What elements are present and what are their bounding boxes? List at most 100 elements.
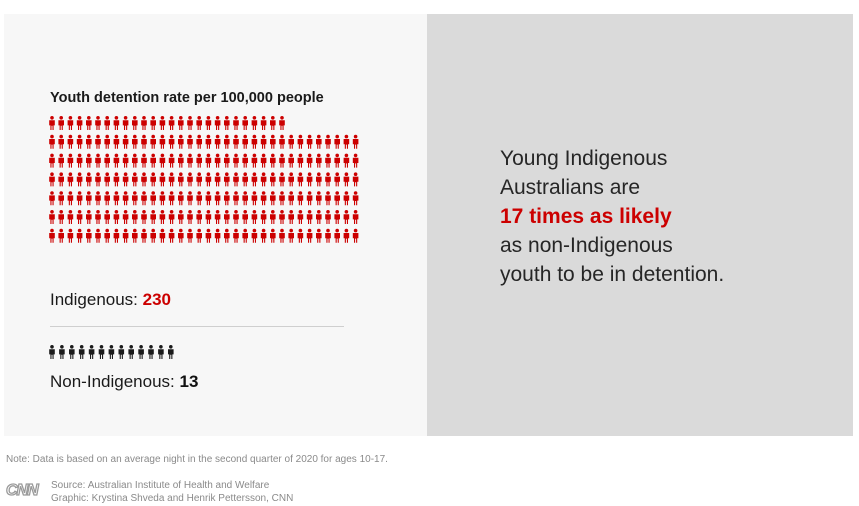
person-icon bbox=[187, 210, 193, 224]
person-icon bbox=[270, 172, 276, 187]
person-icon bbox=[76, 210, 83, 224]
person-icon bbox=[224, 153, 230, 168]
person-icon bbox=[242, 116, 248, 130]
person-icon bbox=[132, 134, 138, 149]
person-icon bbox=[178, 134, 184, 149]
source-text: Source: Australian Institute of Health a… bbox=[51, 480, 270, 491]
person-icon bbox=[260, 134, 267, 149]
person-icon bbox=[242, 191, 248, 206]
person-icon bbox=[187, 191, 193, 206]
person-icon bbox=[67, 191, 74, 206]
person-icon bbox=[67, 228, 74, 243]
person-icon bbox=[214, 153, 221, 168]
person-icon bbox=[306, 191, 313, 206]
person-icon bbox=[58, 172, 64, 187]
person-icon bbox=[59, 345, 65, 359]
person-icon bbox=[343, 191, 350, 206]
person-icon bbox=[168, 116, 175, 130]
indigenous-label-name: Indigenous: bbox=[50, 290, 143, 309]
person-icon bbox=[88, 345, 95, 359]
person-icon bbox=[260, 153, 267, 168]
person-icon bbox=[325, 191, 331, 206]
non-indigenous-label-name: Non-Indigenous: bbox=[50, 372, 180, 391]
person-icon bbox=[122, 153, 129, 168]
person-icon bbox=[95, 172, 101, 187]
person-icon bbox=[297, 134, 304, 149]
person-icon bbox=[242, 172, 248, 187]
person-icon bbox=[334, 210, 340, 224]
person-icon bbox=[352, 210, 359, 224]
person-icon bbox=[122, 191, 129, 206]
person-icon bbox=[122, 116, 129, 130]
person-icon bbox=[178, 210, 184, 224]
person-icon bbox=[98, 345, 105, 359]
person-icon bbox=[306, 228, 313, 243]
headline-panel bbox=[427, 14, 853, 436]
person-icon bbox=[297, 172, 304, 187]
person-icon bbox=[49, 172, 55, 187]
person-icon bbox=[242, 228, 248, 243]
person-icon bbox=[86, 153, 92, 168]
person-icon bbox=[214, 228, 221, 243]
person-icon bbox=[113, 153, 120, 168]
person-icon bbox=[233, 228, 239, 243]
person-icon bbox=[334, 153, 340, 168]
person-icon bbox=[270, 116, 276, 130]
person-icon bbox=[159, 134, 166, 149]
person-icon bbox=[288, 210, 294, 224]
person-icon bbox=[113, 116, 120, 130]
person-icon bbox=[316, 134, 322, 149]
person-icon bbox=[86, 134, 92, 149]
person-icon bbox=[58, 153, 64, 168]
person-icon bbox=[251, 191, 258, 206]
person-icon bbox=[150, 153, 156, 168]
person-icon bbox=[205, 228, 212, 243]
person-icon bbox=[58, 210, 64, 224]
person-icon bbox=[141, 228, 147, 243]
person-icon bbox=[242, 153, 248, 168]
person-icon bbox=[279, 153, 285, 168]
person-icon bbox=[334, 134, 340, 149]
person-icon bbox=[132, 210, 138, 224]
person-icon bbox=[104, 172, 110, 187]
person-icon bbox=[242, 210, 248, 224]
person-icon bbox=[288, 191, 294, 206]
person-icon bbox=[76, 172, 83, 187]
person-icon bbox=[233, 191, 239, 206]
person-icon bbox=[168, 345, 174, 359]
person-icon bbox=[128, 345, 134, 359]
person-icon bbox=[58, 116, 64, 130]
person-icon bbox=[260, 228, 267, 243]
person-icon bbox=[279, 228, 285, 243]
chart-panel bbox=[4, 14, 427, 436]
person-icon bbox=[86, 210, 92, 224]
person-icon bbox=[58, 191, 64, 206]
person-icon bbox=[270, 134, 276, 149]
person-icon bbox=[214, 191, 221, 206]
person-icon bbox=[141, 172, 147, 187]
person-icon bbox=[86, 228, 92, 243]
person-icon bbox=[150, 191, 156, 206]
person-icon bbox=[76, 134, 83, 149]
person-icon bbox=[95, 210, 101, 224]
footnote: Note: Data is based on an average night … bbox=[6, 454, 388, 465]
person-icon bbox=[113, 210, 120, 224]
person-icon bbox=[205, 153, 212, 168]
person-icon bbox=[113, 134, 120, 149]
person-icon bbox=[141, 134, 147, 149]
person-icon bbox=[325, 134, 331, 149]
person-icon bbox=[168, 153, 175, 168]
person-icon bbox=[86, 191, 92, 206]
person-icon bbox=[279, 172, 285, 187]
indigenous-value: 230 bbox=[142, 290, 172, 309]
person-icon bbox=[306, 134, 313, 149]
person-icon bbox=[205, 210, 212, 224]
person-icon bbox=[76, 228, 83, 243]
person-icon bbox=[233, 134, 239, 149]
cnn-logo: CNN bbox=[5, 481, 40, 498]
person-icon bbox=[168, 210, 175, 224]
person-icon bbox=[288, 153, 294, 168]
headline-line: as non-Indigenous bbox=[500, 234, 673, 257]
person-icon bbox=[316, 191, 322, 206]
person-icon bbox=[49, 116, 55, 130]
